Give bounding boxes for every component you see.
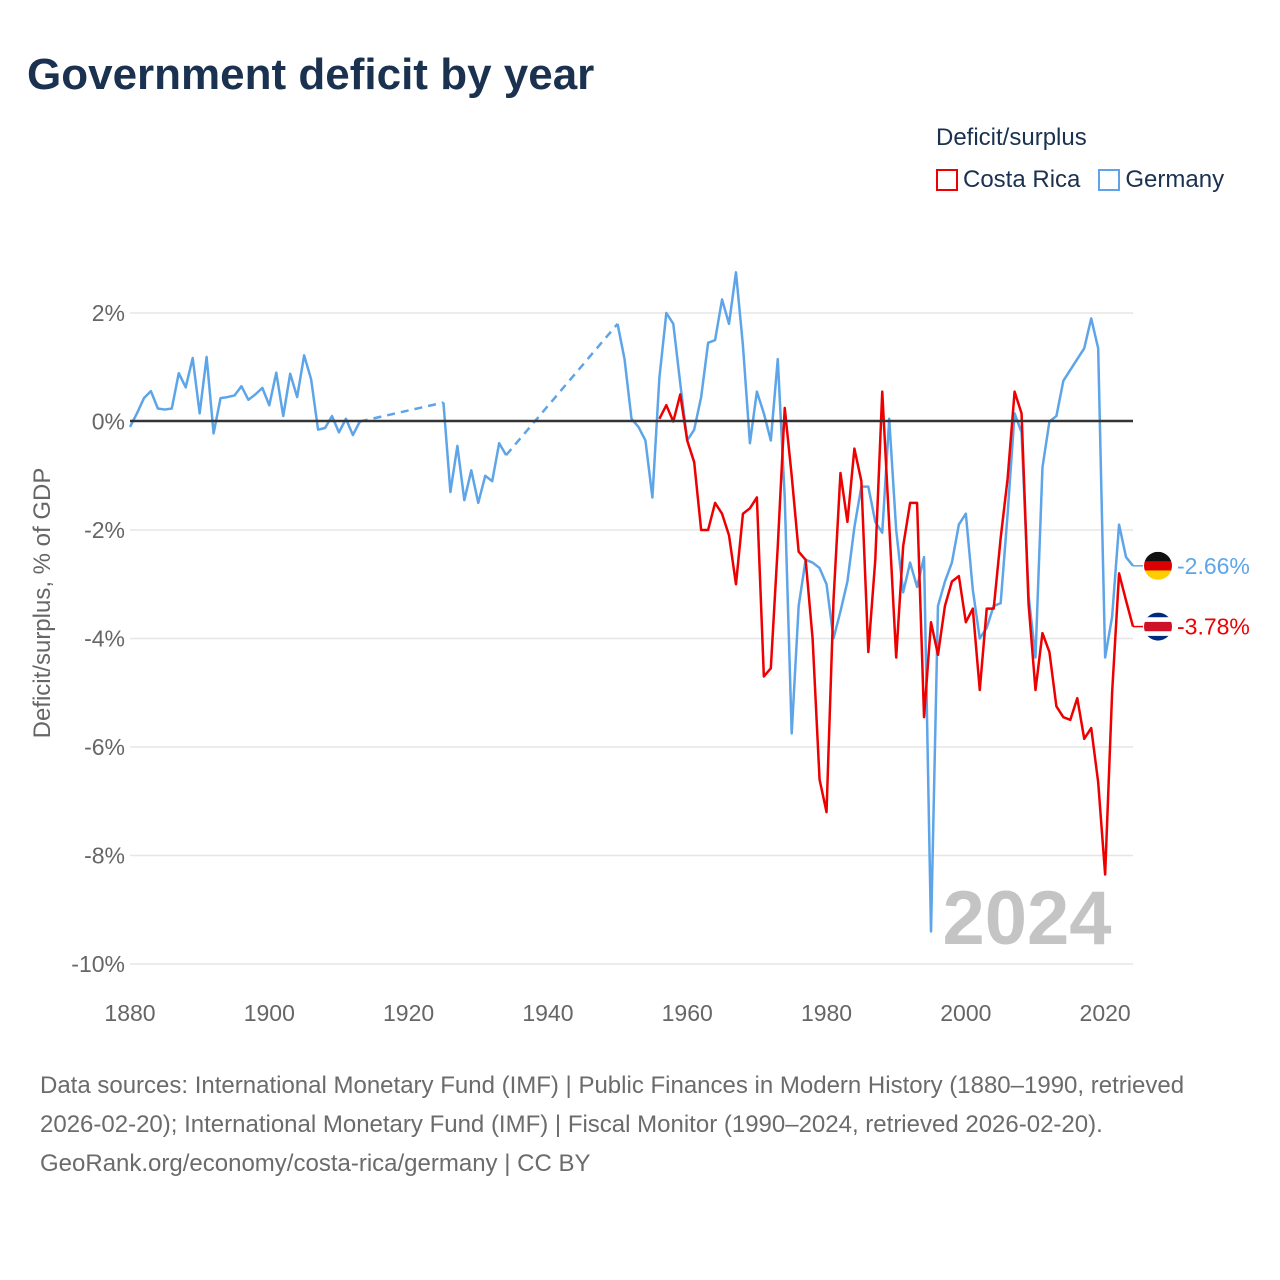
flag-germany-icon	[1144, 551, 1172, 580]
legend: Costa Rica Germany	[936, 166, 1224, 194]
x-tick-label: 1880	[104, 1000, 155, 1026]
x-tick-label: 2000	[940, 1000, 991, 1026]
series-gap-germany	[505, 323, 619, 456]
y-tick-label: 0%	[92, 409, 125, 435]
series-line-germany	[616, 271, 1134, 933]
watermark-year: 2024	[942, 876, 1111, 961]
series-gap-germany	[359, 401, 444, 423]
series-line-costa-rica	[658, 390, 1135, 876]
y-tick-label: -8%	[84, 843, 125, 869]
legend-item-costa-rica[interactable]: Costa Rica	[936, 166, 1080, 194]
legend-swatch-germany	[1098, 169, 1121, 191]
flag-costa-rica-icon	[1144, 612, 1172, 641]
x-tick-label: 1900	[244, 1000, 295, 1026]
legend-label-germany: Germany	[1125, 166, 1225, 193]
end-labels: -2.66% -3.78%	[1133, 551, 1250, 641]
legend-swatch-costa-rica	[936, 169, 958, 191]
series-line-germany	[442, 402, 508, 505]
y-tick-label: -2%	[84, 517, 125, 543]
legend-title: Deficit/surplus	[936, 124, 1087, 151]
gridlines	[130, 312, 1133, 965]
axis-ticks: 2% 0% -2% -4% -6% -8% -10% 1880 1900 1920 1940 1960…	[71, 300, 1130, 1026]
x-tick-label: 1960	[662, 1000, 713, 1026]
legend-item-germany[interactable]: Germany	[1098, 166, 1224, 194]
y-tick-label: -10%	[71, 951, 125, 977]
end-label-germany: -2.66%	[1177, 553, 1250, 579]
series-line-germany	[128, 354, 361, 437]
y-axis-label: Deficit/surplus, % of GDP	[29, 468, 56, 739]
x-tick-label: 1980	[801, 1000, 852, 1026]
y-tick-label: 2%	[92, 300, 125, 326]
legend-label-costa-rica: Costa Rica	[963, 166, 1081, 193]
x-tick-label: 1920	[383, 1000, 434, 1026]
credit-link[interactable]: GeoRank.org/economy/costa-rica/germany |…	[40, 1150, 591, 1177]
y-tick-label: -6%	[84, 734, 125, 760]
x-tick-label: 2020	[1080, 1000, 1131, 1026]
y-tick-label: -4%	[84, 626, 125, 652]
end-label-costa-rica: -3.78%	[1177, 614, 1250, 640]
data-sources: Data sources: International Monetary Fun…	[40, 1072, 1185, 1138]
footer: Data sources: International Monetary Fun…	[40, 1066, 1240, 1183]
chart-title: Government deficit by year	[27, 50, 595, 99]
series-lines	[128, 271, 1135, 933]
x-tick-label: 1940	[522, 1000, 573, 1026]
